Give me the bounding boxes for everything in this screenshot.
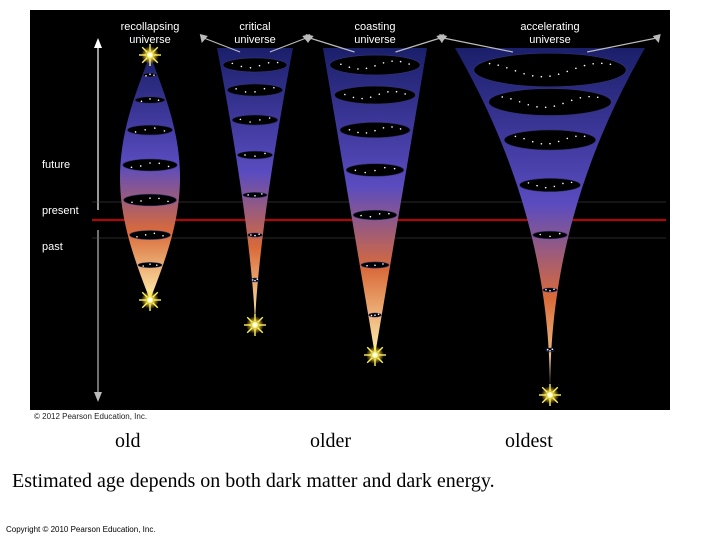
age-label-old: old xyxy=(115,430,141,453)
age-row: old older oldest xyxy=(0,430,720,460)
age-label-older: older xyxy=(310,430,351,453)
column-title-critical-1: critical xyxy=(239,21,270,33)
slide: future present past recollapsinguniverse… xyxy=(0,0,720,540)
age-label-oldest: oldest xyxy=(505,430,553,453)
column-title-recollapsing-1: recollapsing xyxy=(121,21,180,33)
column-title-accelerating-1: accelerating xyxy=(520,21,579,33)
future-label: future xyxy=(42,159,70,171)
column-title-critical-2: universe xyxy=(234,34,276,46)
column-title-accelerating-2: universe xyxy=(529,34,571,46)
diagram-attribution: © 2012 Pearson Education, Inc. xyxy=(34,412,147,421)
present-label: present xyxy=(42,205,79,217)
column-title-coasting-1: coasting xyxy=(355,21,396,33)
column-title-recollapsing-2: universe xyxy=(129,34,171,46)
past-label: past xyxy=(42,241,63,253)
column-title-coasting-2: universe xyxy=(354,34,396,46)
caption: Estimated age depends on both dark matte… xyxy=(12,470,712,493)
diagram-svg: future present past recollapsinguniverse… xyxy=(30,10,670,410)
universe-models-diagram: future present past recollapsinguniverse… xyxy=(30,10,670,410)
copyright: Copyright © 2010 Pearson Education, Inc. xyxy=(6,525,156,534)
